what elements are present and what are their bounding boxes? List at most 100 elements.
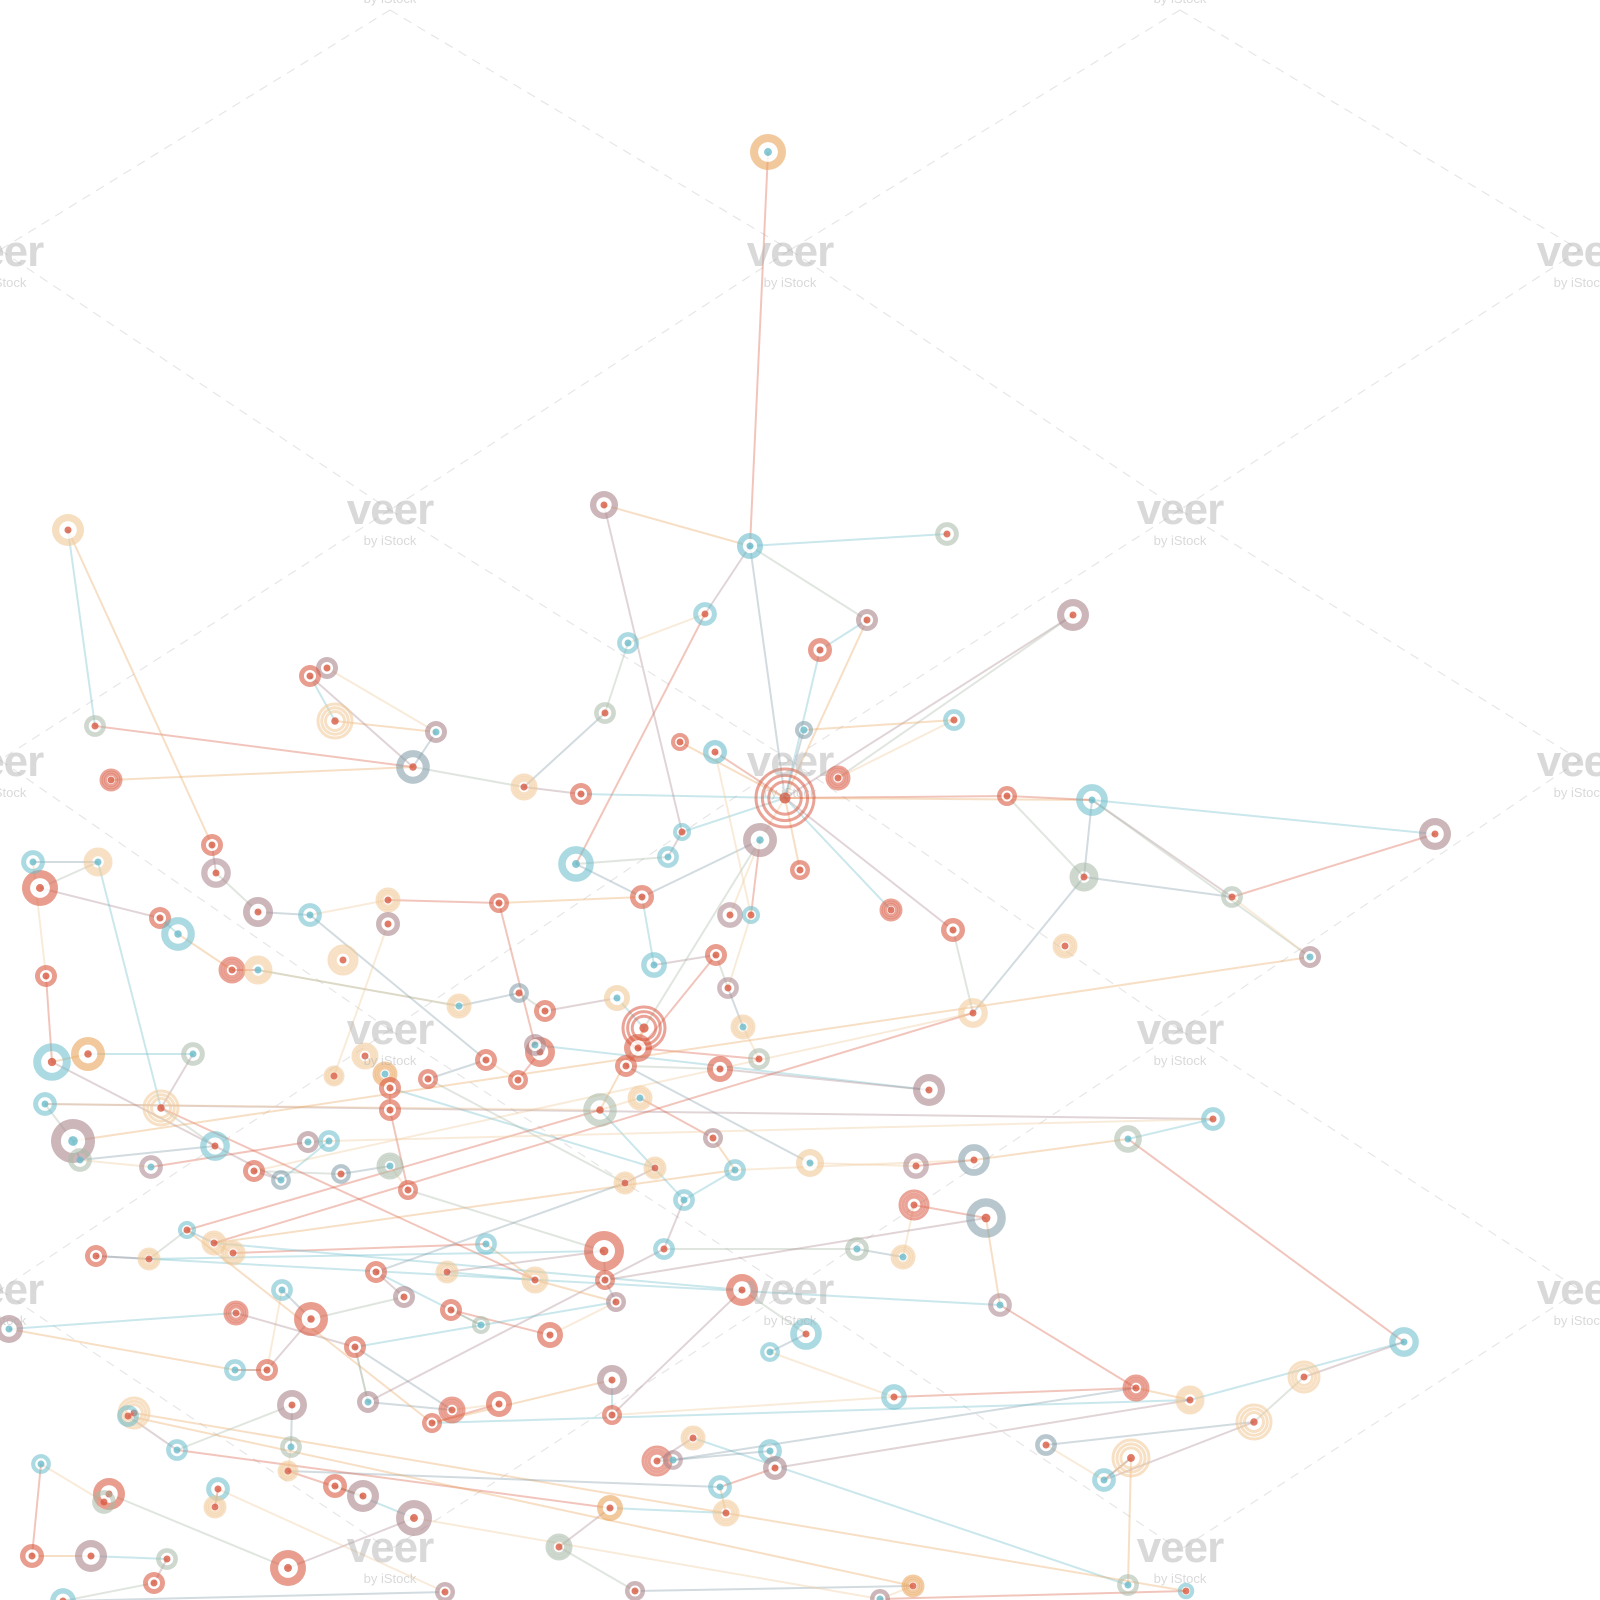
network-edge bbox=[97, 861, 162, 1109]
network-node bbox=[298, 903, 322, 927]
network-node bbox=[1235, 1403, 1273, 1441]
network-node bbox=[35, 965, 57, 987]
watermark-diagonal-5 bbox=[389, 249, 791, 511]
network-node bbox=[657, 846, 679, 868]
network-edge bbox=[309, 899, 389, 916]
network-edge bbox=[625, 1065, 721, 1070]
network-edge bbox=[387, 899, 500, 904]
network-node bbox=[708, 1475, 732, 1499]
network-node bbox=[475, 1233, 497, 1255]
network-node bbox=[760, 1342, 780, 1362]
network-edge bbox=[213, 1169, 736, 1244]
network-node bbox=[316, 702, 354, 740]
network-node bbox=[534, 1000, 556, 1022]
network-edge bbox=[714, 751, 786, 799]
network-edge bbox=[749, 545, 786, 799]
network-edge bbox=[972, 876, 1085, 1014]
network-edge bbox=[599, 1109, 685, 1201]
network-edge bbox=[44, 1103, 601, 1111]
network-node bbox=[201, 834, 223, 856]
network-node bbox=[808, 638, 832, 662]
network-node bbox=[323, 1065, 345, 1087]
network-node bbox=[717, 902, 743, 928]
network-edge bbox=[213, 1012, 974, 1244]
network-edge bbox=[774, 1399, 1191, 1469]
network-node bbox=[33, 1092, 57, 1116]
network-node bbox=[794, 720, 814, 740]
network-node bbox=[743, 823, 777, 857]
network-node bbox=[347, 1480, 379, 1512]
network-edge bbox=[1103, 1421, 1255, 1481]
network-node bbox=[137, 1247, 161, 1271]
network-node bbox=[181, 1042, 205, 1066]
network-node bbox=[117, 1405, 139, 1427]
network-node bbox=[935, 522, 959, 546]
network-node bbox=[966, 1198, 1006, 1238]
network-node bbox=[717, 977, 739, 999]
network-edge bbox=[625, 1065, 811, 1164]
network-node bbox=[33, 1043, 71, 1081]
network-node bbox=[790, 860, 810, 880]
network-edge bbox=[389, 1109, 409, 1191]
network-edge bbox=[1045, 1421, 1255, 1446]
network-edge bbox=[44, 1103, 1214, 1120]
network-node bbox=[99, 768, 123, 792]
network-edge bbox=[809, 1162, 917, 1167]
network-edge bbox=[79, 1159, 152, 1168]
network-edge bbox=[1127, 1457, 1132, 1586]
network-node bbox=[396, 1500, 432, 1536]
network-edge bbox=[879, 1590, 1187, 1600]
network-edge bbox=[498, 896, 643, 904]
network-edge bbox=[326, 667, 437, 733]
network-node bbox=[693, 602, 717, 626]
watermark-diagonal-12 bbox=[0, 759, 391, 1031]
network-node bbox=[997, 786, 1017, 806]
network-node bbox=[1177, 1582, 1195, 1600]
network-node bbox=[630, 885, 654, 909]
network-node bbox=[597, 1365, 627, 1395]
network-edge bbox=[413, 1517, 881, 1600]
watermark-diagonal-15 bbox=[1179, 759, 1581, 1031]
network-edge bbox=[8, 1328, 236, 1371]
network-node bbox=[471, 1315, 491, 1335]
network-node bbox=[1221, 886, 1243, 908]
network-node bbox=[825, 765, 851, 791]
network-node bbox=[218, 956, 246, 984]
network-edge bbox=[253, 1012, 974, 1172]
network-node bbox=[583, 1093, 617, 1127]
network-node bbox=[489, 893, 509, 913]
watermark-diagonal-lines bbox=[0, 9, 1581, 1551]
network-node bbox=[524, 1034, 546, 1056]
network-node bbox=[166, 1439, 188, 1461]
network-edge bbox=[575, 613, 706, 865]
network-edge bbox=[784, 795, 1008, 799]
network-node bbox=[510, 773, 538, 801]
network-edge bbox=[1091, 799, 1311, 958]
network-node bbox=[958, 998, 988, 1028]
network-node bbox=[673, 1189, 695, 1211]
network-edge bbox=[1231, 896, 1311, 958]
network-node bbox=[323, 1474, 347, 1498]
network-node bbox=[21, 850, 45, 874]
network-edge bbox=[79, 1145, 216, 1161]
network-edge bbox=[176, 1404, 293, 1451]
network-node bbox=[903, 1153, 929, 1179]
network-edge bbox=[692, 1437, 1129, 1586]
network-node bbox=[20, 1544, 44, 1568]
network-node bbox=[680, 1425, 706, 1451]
network-edge bbox=[672, 1387, 1137, 1461]
network-edge bbox=[333, 923, 389, 1077]
network-edge bbox=[534, 1279, 617, 1303]
network-edge bbox=[427, 1078, 626, 1184]
network-edge bbox=[287, 1470, 721, 1488]
network-node bbox=[156, 1548, 178, 1570]
network-node bbox=[398, 1180, 418, 1200]
network-edge bbox=[31, 1463, 42, 1557]
network-edge bbox=[558, 1546, 636, 1592]
network-edge bbox=[749, 533, 948, 547]
network-node bbox=[271, 1279, 293, 1301]
network-node bbox=[508, 1070, 528, 1090]
network-node bbox=[435, 1260, 459, 1284]
network-edge bbox=[580, 793, 786, 799]
network-edge bbox=[407, 1189, 605, 1252]
